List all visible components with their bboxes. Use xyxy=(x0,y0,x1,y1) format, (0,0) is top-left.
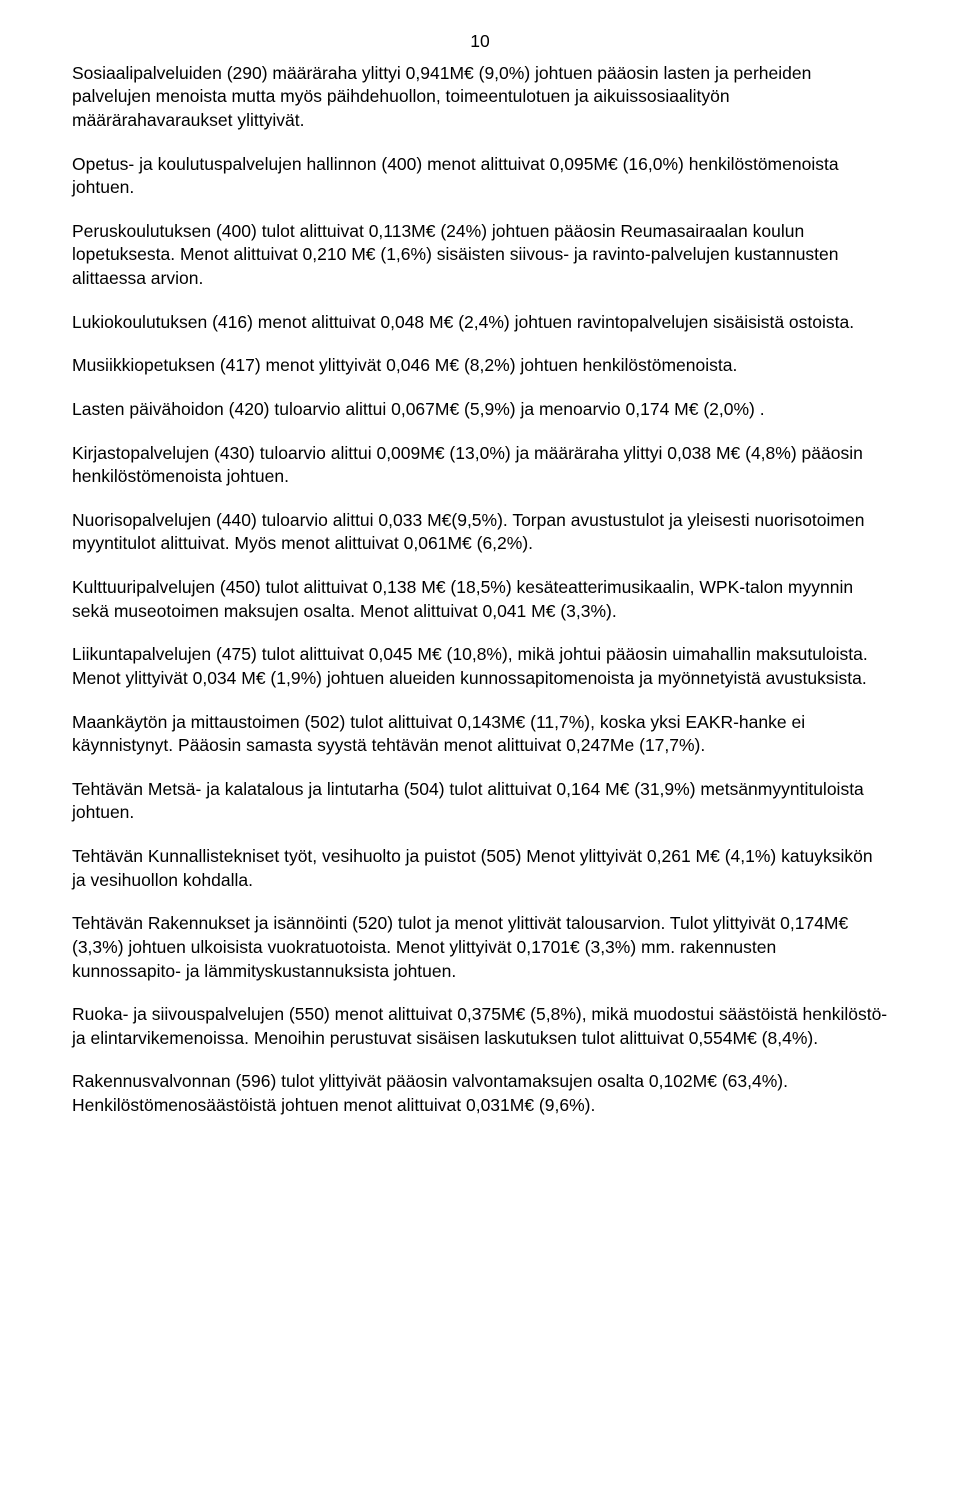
paragraph: Sosiaalipalveluiden (290) määräraha ylit… xyxy=(72,62,888,133)
paragraph: Tehtävän Metsä- ja kalatalous ja lintuta… xyxy=(72,778,888,825)
paragraph: Tehtävän Kunnallistekniset työt, vesihuo… xyxy=(72,845,888,892)
paragraph: Kulttuuripalvelujen (450) tulot alittuiv… xyxy=(72,576,888,623)
paragraph: Peruskoulutuksen (400) tulot alittuivat … xyxy=(72,220,888,291)
paragraph: Lasten päivähoidon (420) tuloarvio alitt… xyxy=(72,398,888,422)
paragraph: Tehtävän Rakennukset ja isännöinti (520)… xyxy=(72,912,888,983)
paragraph: Lukiokoulutuksen (416) menot alittuivat … xyxy=(72,311,888,335)
paragraph: Nuorisopalvelujen (440) tuloarvio alittu… xyxy=(72,509,888,556)
paragraph: Musiikkiopetuksen (417) menot ylittyivät… xyxy=(72,354,888,378)
paragraph: Rakennusvalvonnan (596) tulot ylittyivät… xyxy=(72,1070,888,1117)
paragraph: Maankäytön ja mittaustoimen (502) tulot … xyxy=(72,711,888,758)
page-number: 10 xyxy=(72,30,888,54)
paragraph: Liikuntapalvelujen (475) tulot alittuiva… xyxy=(72,643,888,690)
paragraph: Opetus- ja koulutuspalvelujen hallinnon … xyxy=(72,153,888,200)
paragraph: Kirjastopalvelujen (430) tuloarvio alitt… xyxy=(72,442,888,489)
paragraph: Ruoka- ja siivouspalvelujen (550) menot … xyxy=(72,1003,888,1050)
